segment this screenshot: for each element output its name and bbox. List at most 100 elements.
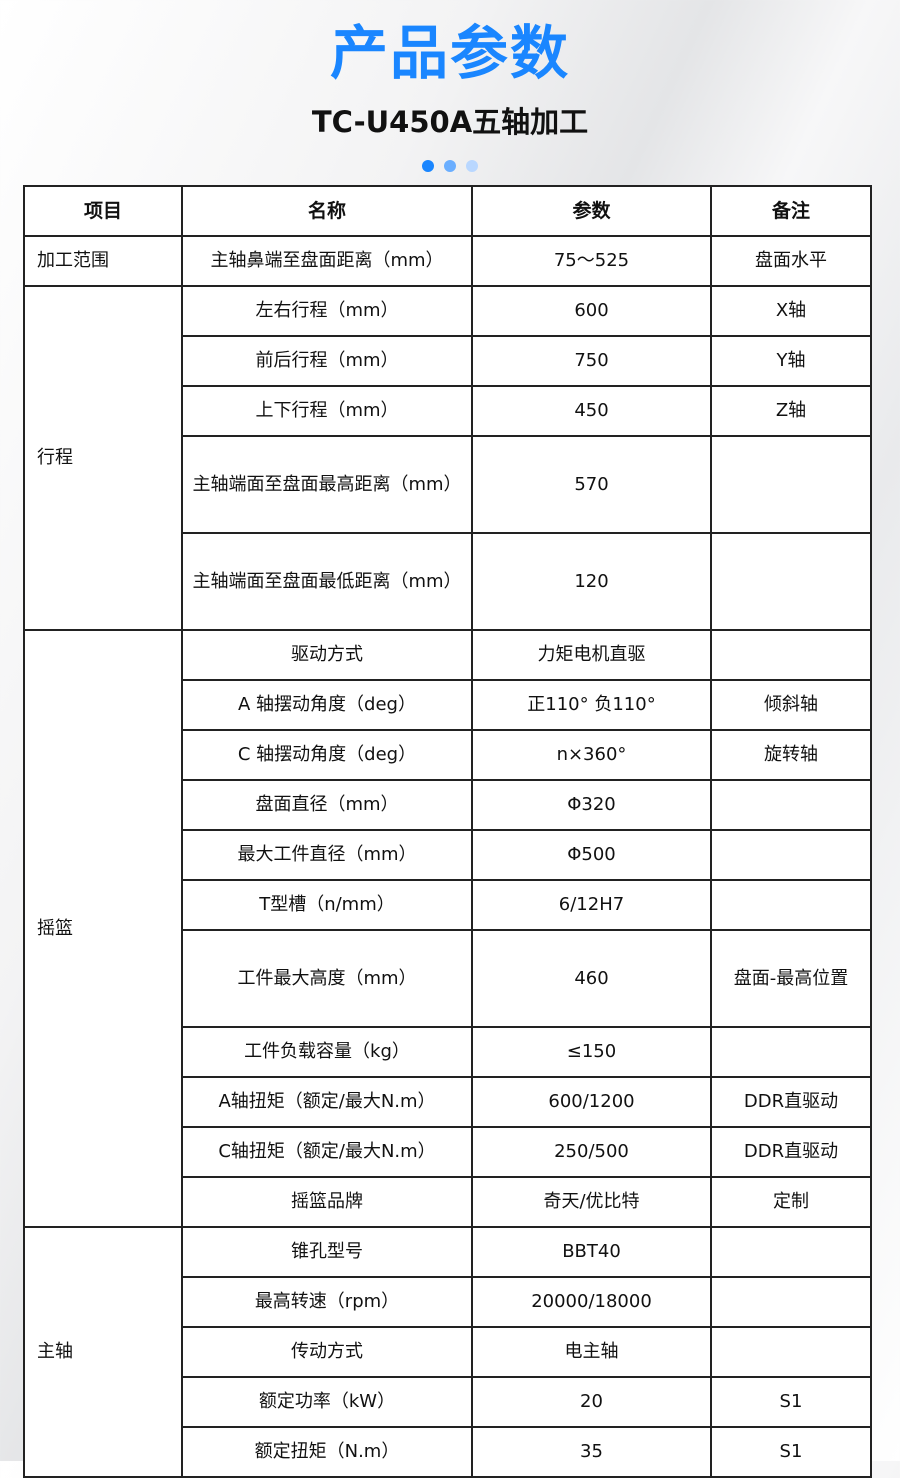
- cell-note: X轴: [710, 285, 872, 337]
- table-row: 上下行程（mm） 450 Z轴: [24, 385, 872, 437]
- cell-name: 主轴鼻端至盘面距离（mm）: [181, 235, 473, 287]
- table-row: C轴扭矩（额定/最大N.m） 250/500 DDR直驱动: [24, 1126, 872, 1178]
- cell-note: 定制: [710, 1176, 872, 1228]
- col-header-note: 备注: [710, 185, 872, 237]
- cell-note: DDR直驱动: [710, 1076, 872, 1128]
- group-label: 主轴: [23, 1226, 183, 1478]
- cell-note: [710, 779, 872, 831]
- table-row: A 轴摆动角度（deg） 正110° 负110° 倾斜轴: [24, 679, 872, 731]
- cell-note: DDR直驱动: [710, 1126, 872, 1178]
- cell-note: Y轴: [710, 335, 872, 387]
- cell-value: 250/500: [471, 1126, 712, 1178]
- group-label: 行程: [23, 285, 183, 631]
- cell-note: [710, 1276, 872, 1328]
- table-row: 主轴端面至盘面最高距离（mm） 570: [24, 435, 872, 534]
- table-row: 摇篮 驱动方式 力矩电机直驱: [23, 629, 872, 1228]
- cell-note: 盘面-最高位置: [710, 929, 872, 1028]
- dot-3: [466, 160, 478, 172]
- table-header-row: 项目 名称 参数 备注: [23, 185, 872, 237]
- cell-note: S1: [710, 1426, 872, 1478]
- table-row: 盘面直径（mm） Φ320: [24, 779, 872, 831]
- table-row: 摇篮品牌 奇天/优比特 定制: [24, 1176, 872, 1228]
- cell-value: 120: [471, 532, 712, 631]
- cell-name: 传动方式: [181, 1326, 473, 1378]
- cell-name: 摇篮品牌: [181, 1176, 473, 1228]
- cell-note: [710, 1026, 872, 1078]
- table-row: 传动方式 电主轴: [24, 1326, 872, 1378]
- cell-name: 驱动方式: [181, 629, 473, 681]
- cell-value: 450: [471, 385, 712, 437]
- cell-name: 额定功率（kW）: [181, 1376, 473, 1428]
- table-row: 最大工件直径（mm） Φ500: [24, 829, 872, 881]
- spec-table: 项目 名称 参数 备注 加工范围 主轴鼻端至盘面距离（mm） 75～525 盘面水平行…: [23, 185, 872, 1478]
- cell-name: 额定扭矩（N.m）: [181, 1426, 473, 1478]
- cell-name: 主轴端面至盘面最高距离（mm）: [181, 435, 473, 534]
- cell-note: Z轴: [710, 385, 872, 437]
- cell-value: BBT40: [471, 1226, 712, 1278]
- group-label: 摇篮: [23, 629, 183, 1228]
- table-row: A轴扭矩（额定/最大N.m） 600/1200 DDR直驱动: [24, 1076, 872, 1128]
- cell-note: 旋转轴: [710, 729, 872, 781]
- cell-name: 最高转速（rpm）: [181, 1276, 473, 1328]
- cell-value: 6/12H7: [471, 879, 712, 931]
- cell-value: 750: [471, 335, 712, 387]
- cell-value: Φ500: [471, 829, 712, 881]
- cell-note: 盘面水平: [710, 235, 872, 287]
- cell-value: 460: [471, 929, 712, 1028]
- table-row: 行程 左右行程（mm） 600 X轴: [23, 285, 872, 631]
- table-row: 前后行程（mm） 750 Y轴: [24, 335, 872, 387]
- cell-note: [710, 435, 872, 534]
- cell-name: C轴扭矩（额定/最大N.m）: [181, 1126, 473, 1178]
- cell-value: 570: [471, 435, 712, 534]
- table-row: 工件负载容量（kg） ≤150: [24, 1026, 872, 1078]
- cell-value: 奇天/优比特: [471, 1176, 712, 1228]
- pagination-dots: [0, 160, 900, 172]
- table-row: 工件最大高度（mm） 460 盘面-最高位置: [24, 929, 872, 1028]
- table-row: 主轴 锥孔型号 BBT40: [23, 1226, 872, 1478]
- cell-note: [710, 1326, 872, 1378]
- cell-name: 锥孔型号: [181, 1226, 473, 1278]
- cell-name: C 轴摆动角度（deg）: [181, 729, 473, 781]
- table-row: 加工范围 主轴鼻端至盘面距离（mm） 75～525 盘面水平: [23, 235, 872, 287]
- cell-value: 电主轴: [471, 1326, 712, 1378]
- cell-note: [710, 829, 872, 881]
- table-row: 最高转速（rpm） 20000/18000: [24, 1276, 872, 1328]
- cell-name: 工件负载容量（kg）: [181, 1026, 473, 1078]
- cell-value: 75～525: [471, 235, 712, 287]
- col-header-name: 名称: [181, 185, 473, 237]
- cell-value: 20: [471, 1376, 712, 1428]
- dot-1: [422, 160, 434, 172]
- cell-name: 最大工件直径（mm）: [181, 829, 473, 881]
- table-row: C 轴摆动角度（deg） n×360° 旋转轴: [24, 729, 872, 781]
- cell-name: 工件最大高度（mm）: [181, 929, 473, 1028]
- cell-name: A轴扭矩（额定/最大N.m）: [181, 1076, 473, 1128]
- cell-name: 上下行程（mm）: [181, 385, 473, 437]
- cell-value: 20000/18000: [471, 1276, 712, 1328]
- cell-name: A 轴摆动角度（deg）: [181, 679, 473, 731]
- cell-value: 力矩电机直驱: [471, 629, 712, 681]
- cell-note: [710, 1226, 872, 1278]
- cell-name: 主轴端面至盘面最低距离（mm）: [181, 532, 473, 631]
- cell-note: [710, 629, 872, 681]
- cell-value: ≤150: [471, 1026, 712, 1078]
- dot-2: [444, 160, 456, 172]
- cell-name: T型槽（n/mm）: [181, 879, 473, 931]
- cell-value: Φ320: [471, 779, 712, 831]
- cell-value: 正110° 负110°: [471, 679, 712, 731]
- cell-note: S1: [710, 1376, 872, 1428]
- cell-value: 600: [471, 285, 712, 337]
- table-row: 额定功率（kW） 20 S1: [24, 1376, 872, 1428]
- group-label: 加工范围: [23, 235, 183, 287]
- cell-name: 左右行程（mm）: [181, 285, 473, 337]
- cell-note: [710, 532, 872, 631]
- col-header-param: 参数: [471, 185, 712, 237]
- page-title: 产品参数: [329, 19, 570, 87]
- table-row: 主轴端面至盘面最低距离（mm） 120: [24, 532, 872, 631]
- cell-note: [710, 879, 872, 931]
- cell-value: 600/1200: [471, 1076, 712, 1128]
- cell-value: 35: [471, 1426, 712, 1478]
- cell-name: 前后行程（mm）: [181, 335, 473, 387]
- col-header-item: 项目: [23, 185, 183, 237]
- cell-note: 倾斜轴: [710, 679, 872, 731]
- cell-value: n×360°: [471, 729, 712, 781]
